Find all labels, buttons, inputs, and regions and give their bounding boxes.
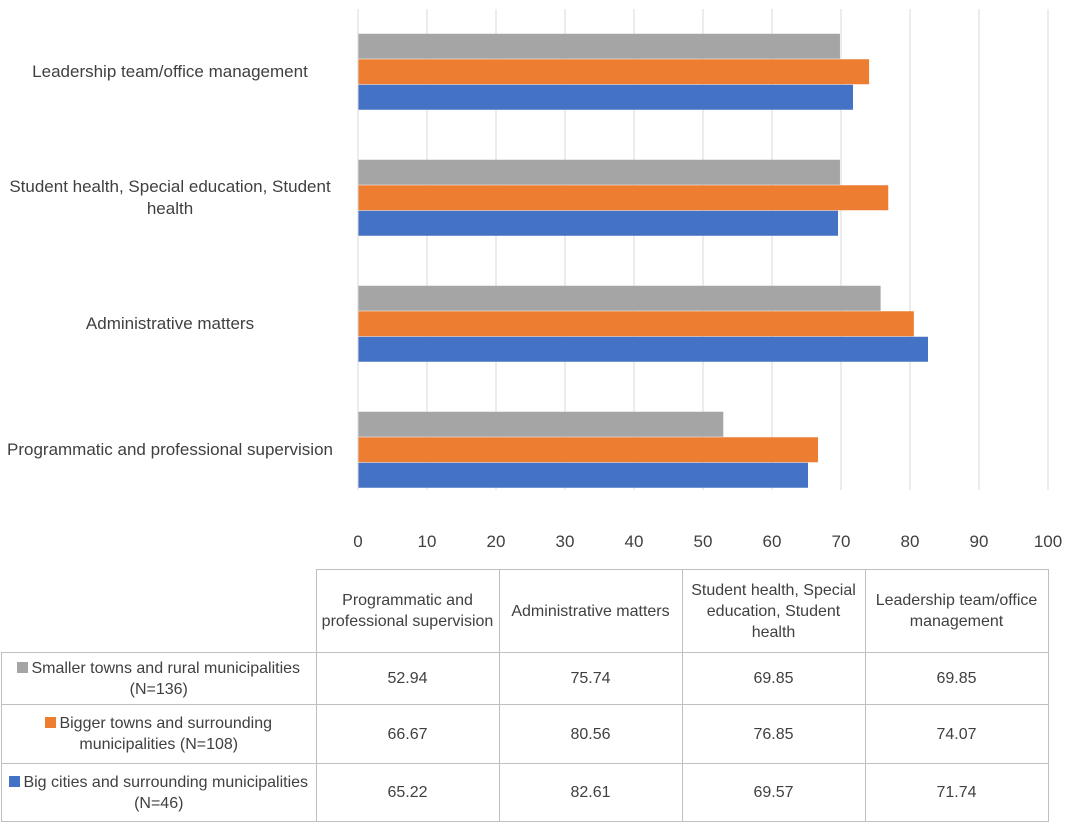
column-header: Administrative matters [498,569,683,653]
legend-cell: Big cities and surrounding municipalitie… [1,763,317,822]
x-tick-label: 30 [556,532,575,551]
bar [358,84,854,110]
table-header: Programmatic and professional supervisio… [1,569,1049,653]
column-header: Student health, Special education, Stude… [681,569,866,653]
blank-cell [1,569,316,653]
x-tick-label: 100 [1034,532,1062,551]
legend-cell: Bigger towns and surrounding municipalit… [1,704,317,764]
column-header: Programmatic and professional supervisio… [315,569,500,653]
legend-label: Bigger towns and surrounding municipalit… [59,715,273,753]
table-row: Big cities and surrounding municipalitie… [1,763,1049,822]
bar [358,336,929,362]
x-tick-label: 40 [625,532,644,551]
y-tick-label: Leadership team/office management [32,62,308,81]
legend-swatch [17,661,29,673]
legend-swatch [45,717,57,728]
table-row: Bigger towns and surrounding municipalit… [1,704,1049,764]
x-tick-label: 60 [763,532,782,551]
x-tick-label: 90 [970,532,989,551]
x-tick-label: 70 [832,532,851,551]
table-value: 69.85 [681,652,866,705]
bar [358,159,840,185]
table-value: 75.74 [498,652,683,705]
bar [358,311,914,337]
legend-label: Smaller towns and rural municipalities (… [31,659,301,698]
table-value: 69.85 [864,652,1049,705]
bar [358,411,724,437]
legend-cell: Smaller towns and rural municipalities (… [1,652,317,705]
x-tick-label: 50 [694,532,713,551]
table-value: 52.94 [315,652,500,705]
data-table: Programmatic and professional supervisio… [1,569,1049,822]
bar [358,185,889,211]
table-row: Smaller towns and rural municipalities (… [1,652,1049,705]
table-value: 76.85 [681,704,866,764]
legend-label: Big cities and surrounding municipalitie… [23,773,309,812]
y-tick-label: Administrative matters [85,314,255,333]
bar [358,462,809,488]
bar [358,59,870,85]
x-tick-label: 10 [418,532,437,551]
x-tick-label: 20 [487,532,506,551]
table-value: 66.67 [315,704,500,764]
legend-swatch [9,775,21,787]
column-header: Leadership team/office management [864,569,1049,653]
table-value: 65.22 [315,763,500,822]
bar [358,33,840,59]
x-tick-label: 80 [901,532,920,551]
bar [358,210,839,236]
bar [358,285,881,311]
table-value: 69.57 [681,763,866,822]
table-value: 82.61 [498,763,683,822]
y-tick-label: Student health, Special education, Stude… [9,177,331,218]
table-value: 71.74 [864,763,1049,822]
x-tick-label: 0 [353,532,362,551]
bar [358,437,819,463]
plot: 0 10 20 30 40 50 60 70 80 90 100 [353,9,1062,551]
table-value: 74.07 [864,704,1049,764]
y-tick-label: Programmatic and professional supervisio… [7,440,333,459]
table-value: 80.56 [498,704,683,764]
